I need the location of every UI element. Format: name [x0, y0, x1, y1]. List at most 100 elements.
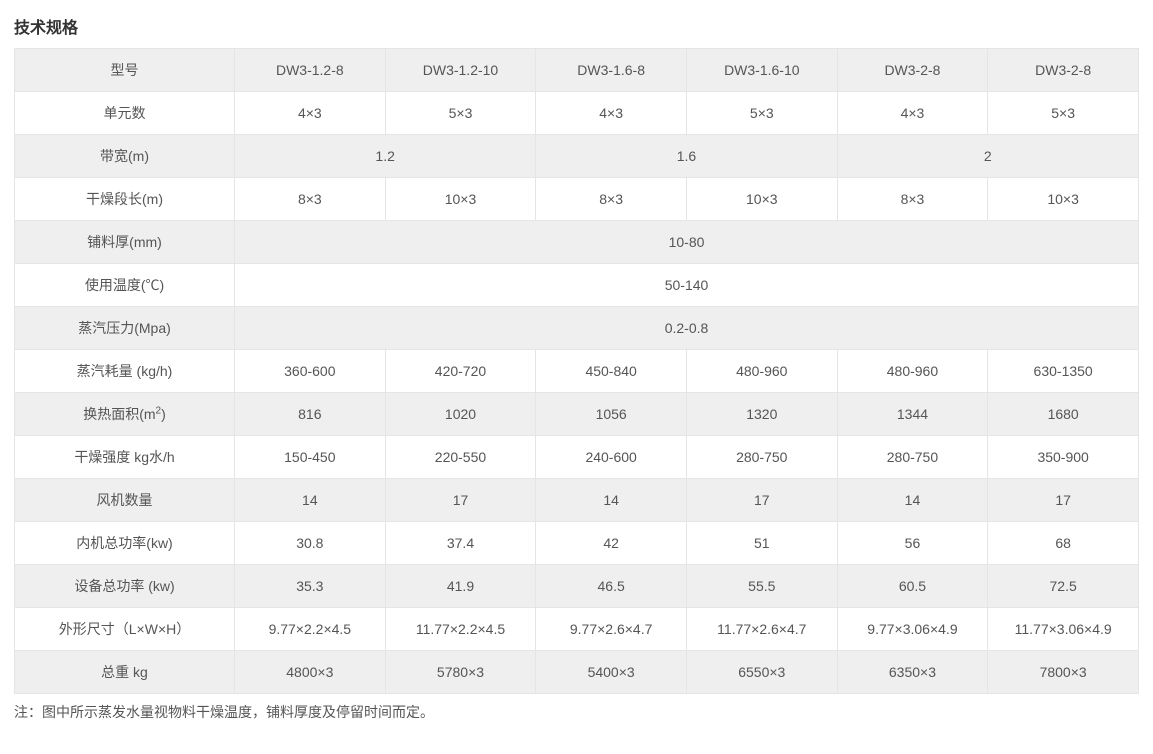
table-cell: 420-720	[385, 350, 536, 393]
header-model: DW3-1.2-8	[235, 49, 386, 92]
table-row: 蒸汽压力(Mpa)0.2-0.8	[15, 307, 1139, 350]
table-cell: 1020	[385, 393, 536, 436]
table-cell: 630-1350	[988, 350, 1139, 393]
table-row: 铺料厚(mm)10-80	[15, 221, 1139, 264]
table-cell: 4800×3	[235, 651, 386, 694]
table-cell: 9.77×2.6×4.7	[536, 608, 687, 651]
header-model: DW3-2-8	[988, 49, 1139, 92]
table-cell: 11.77×3.06×4.9	[988, 608, 1139, 651]
header-model: DW3-1.6-8	[536, 49, 687, 92]
table-cell: 10-80	[235, 221, 1139, 264]
table-cell: 280-750	[686, 436, 837, 479]
table-cell: 46.5	[536, 565, 687, 608]
row-label: 干燥强度 kg水/h	[15, 436, 235, 479]
row-label: 风机数量	[15, 479, 235, 522]
row-label: 铺料厚(mm)	[15, 221, 235, 264]
row-label: 内机总功率(kw)	[15, 522, 235, 565]
table-cell: 14	[536, 479, 687, 522]
spec-table: 型号 DW3-1.2-8 DW3-1.2-10 DW3-1.6-8 DW3-1.…	[14, 48, 1139, 694]
table-cell: 1344	[837, 393, 988, 436]
header-model: DW3-1.6-10	[686, 49, 837, 92]
table-cell: 816	[235, 393, 386, 436]
table-cell: 8×3	[235, 178, 386, 221]
table-cell: 50-140	[235, 264, 1139, 307]
row-label: 设备总功率 (kw)	[15, 565, 235, 608]
table-cell: 42	[536, 522, 687, 565]
section-title: 技术规格	[14, 14, 1139, 38]
table-cell: 14	[837, 479, 988, 522]
table-cell: 11.77×2.6×4.7	[686, 608, 837, 651]
table-cell: 10×3	[988, 178, 1139, 221]
table-cell: 280-750	[837, 436, 988, 479]
table-row: 单元数4×35×34×35×34×35×3	[15, 92, 1139, 135]
table-cell: 1.6	[536, 135, 837, 178]
table-cell: 150-450	[235, 436, 386, 479]
table-cell: 17	[385, 479, 536, 522]
table-cell: 5×3	[385, 92, 536, 135]
table-cell: 5400×3	[536, 651, 687, 694]
table-cell: 72.5	[988, 565, 1139, 608]
table-header-row: 型号 DW3-1.2-8 DW3-1.2-10 DW3-1.6-8 DW3-1.…	[15, 49, 1139, 92]
table-cell: 17	[988, 479, 1139, 522]
table-cell: 4×3	[235, 92, 386, 135]
table-cell: 35.3	[235, 565, 386, 608]
table-cell: 350-900	[988, 436, 1139, 479]
table-row: 带宽(m)1.21.62	[15, 135, 1139, 178]
table-cell: 11.77×2.2×4.5	[385, 608, 536, 651]
table-cell: 68	[988, 522, 1139, 565]
table-cell: 6550×3	[686, 651, 837, 694]
table-cell: 8×3	[837, 178, 988, 221]
table-cell: 37.4	[385, 522, 536, 565]
table-row: 外形尺寸（L×W×H）9.77×2.2×4.511.77×2.2×4.59.77…	[15, 608, 1139, 651]
table-cell: 5780×3	[385, 651, 536, 694]
row-label: 使用温度(℃)	[15, 264, 235, 307]
table-cell: 41.9	[385, 565, 536, 608]
row-label: 蒸汽压力(Mpa)	[15, 307, 235, 350]
table-row: 换热面积(m2)81610201056132013441680	[15, 393, 1139, 436]
table-row: 干燥强度 kg水/h150-450220-550240-600280-75028…	[15, 436, 1139, 479]
table-cell: 14	[235, 479, 386, 522]
table-cell: 5×3	[686, 92, 837, 135]
table-cell: 30.8	[235, 522, 386, 565]
table-cell: 9.77×3.06×4.9	[837, 608, 988, 651]
row-label: 单元数	[15, 92, 235, 135]
table-cell: 51	[686, 522, 837, 565]
row-label: 蒸汽耗量 (kg/h)	[15, 350, 235, 393]
table-row: 使用温度(℃)50-140	[15, 264, 1139, 307]
table-row: 蒸汽耗量 (kg/h)360-600420-720450-840480-9604…	[15, 350, 1139, 393]
table-cell: 360-600	[235, 350, 386, 393]
row-label: 换热面积(m2)	[15, 393, 235, 436]
header-model: DW3-1.2-10	[385, 49, 536, 92]
table-cell: 1680	[988, 393, 1139, 436]
row-label: 总重 kg	[15, 651, 235, 694]
row-label: 外形尺寸（L×W×H）	[15, 608, 235, 651]
header-model: DW3-2-8	[837, 49, 988, 92]
table-cell: 55.5	[686, 565, 837, 608]
table-row: 干燥段长(m)8×310×38×310×38×310×3	[15, 178, 1139, 221]
row-label: 干燥段长(m)	[15, 178, 235, 221]
table-row: 总重 kg4800×35780×35400×36550×36350×37800×…	[15, 651, 1139, 694]
row-label: 带宽(m)	[15, 135, 235, 178]
table-row: 设备总功率 (kw)35.341.946.555.560.572.5	[15, 565, 1139, 608]
table-cell: 56	[837, 522, 988, 565]
table-cell: 1320	[686, 393, 837, 436]
table-cell: 1056	[536, 393, 687, 436]
table-cell: 17	[686, 479, 837, 522]
table-cell: 4×3	[837, 92, 988, 135]
table-cell: 2	[837, 135, 1138, 178]
table-row: 内机总功率(kw)30.837.442515668	[15, 522, 1139, 565]
table-cell: 9.77×2.2×4.5	[235, 608, 386, 651]
footnote: 注：图中所示蒸发水量视物料干燥温度，铺料厚度及停留时间而定。	[14, 702, 1139, 722]
table-cell: 480-960	[686, 350, 837, 393]
table-cell: 10×3	[686, 178, 837, 221]
table-cell: 4×3	[536, 92, 687, 135]
table-cell: 8×3	[536, 178, 687, 221]
table-cell: 240-600	[536, 436, 687, 479]
table-row: 风机数量141714171417	[15, 479, 1139, 522]
table-cell: 6350×3	[837, 651, 988, 694]
table-cell: 220-550	[385, 436, 536, 479]
header-label: 型号	[15, 49, 235, 92]
table-cell: 0.2-0.8	[235, 307, 1139, 350]
table-cell: 5×3	[988, 92, 1139, 135]
table-cell: 10×3	[385, 178, 536, 221]
